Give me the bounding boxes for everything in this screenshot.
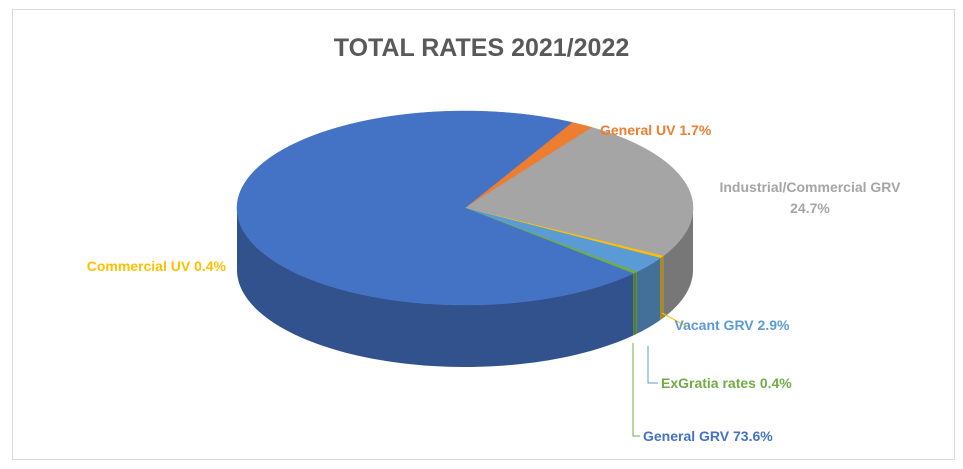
label-name: General UV xyxy=(600,122,676,138)
leader-line xyxy=(632,343,640,437)
data-label: General UV 1.7% xyxy=(600,120,770,141)
slice-side xyxy=(237,208,634,367)
label-value: 1.7% xyxy=(679,122,712,138)
pie xyxy=(236,110,694,367)
label-name: General GRV xyxy=(643,428,730,444)
leader-lines xyxy=(632,312,687,437)
label-name: Vacant GRV xyxy=(674,317,754,333)
slice-side xyxy=(633,271,637,336)
label-name: Commercial UV xyxy=(86,258,191,274)
data-label: Vacant GRV 2.9% xyxy=(672,315,792,336)
leader-line xyxy=(661,312,687,327)
slice xyxy=(236,110,634,306)
leader-line xyxy=(647,346,658,384)
slice xyxy=(464,207,661,273)
label-value: 73.6% xyxy=(733,428,773,444)
data-label: Industrial/Commercial GRV 24.7% xyxy=(715,177,905,219)
label-value: 0.4% xyxy=(194,258,226,274)
slice-side xyxy=(636,258,661,334)
label-value: 24.7% xyxy=(790,200,830,216)
label-name: Industrial/Commercial GRV xyxy=(719,179,901,195)
data-label: Commercial UV 0.4% xyxy=(30,256,226,277)
label-value: 0.4% xyxy=(759,375,792,391)
slice-side xyxy=(663,208,693,318)
label-name: ExGratia rates xyxy=(661,375,756,391)
label-value: 2.9% xyxy=(757,317,790,333)
slice-side xyxy=(660,255,664,321)
data-label: General GRV 73.6% xyxy=(643,426,833,447)
data-label: ExGratia rates 0.4% xyxy=(661,373,831,394)
chart-title: TOTAL RATES 2021/2022 xyxy=(333,34,630,62)
slice xyxy=(464,127,694,257)
